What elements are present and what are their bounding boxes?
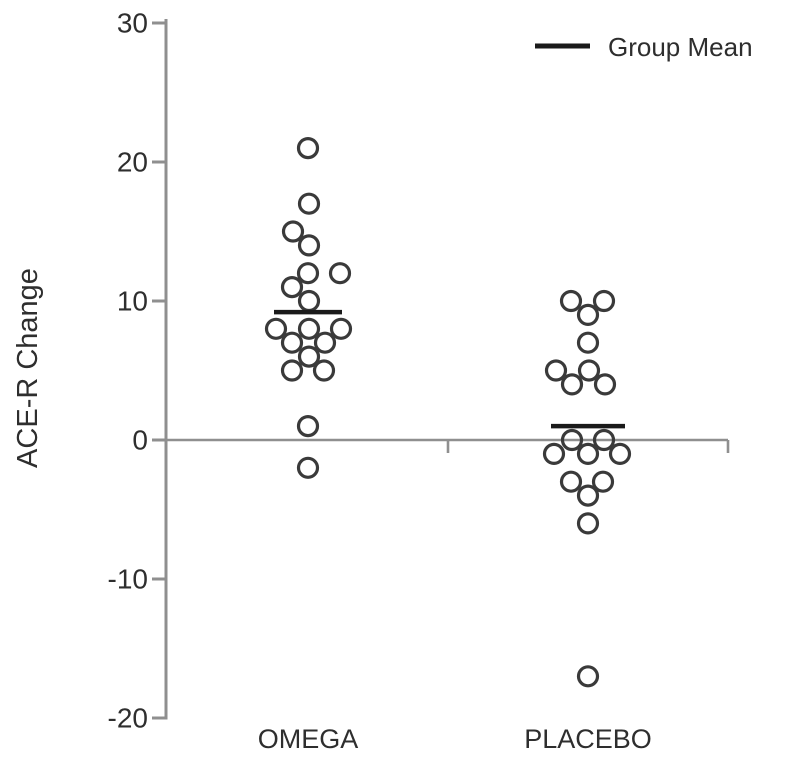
- omega-data-point: [264, 317, 288, 340]
- placebo-data-point: [576, 512, 600, 535]
- omega-data-point: [313, 331, 337, 354]
- omega-data-point: [297, 289, 321, 313]
- placebo-data-point: [559, 470, 583, 493]
- x-category-label-placebo: PLACEBO: [524, 724, 652, 754]
- y-tick-label: -10: [108, 564, 148, 595]
- axes: [152, 19, 730, 720]
- omega-data-point: [280, 331, 304, 354]
- placebo-data-point: [592, 289, 616, 313]
- placebo-data-point: [559, 289, 583, 313]
- legend-label: Group Mean: [608, 32, 753, 62]
- x-category-label-omega: OMEGA: [258, 724, 359, 754]
- omega-data-point: [296, 262, 320, 285]
- placebo-data-point: [576, 303, 600, 326]
- y-tick-label: -20: [108, 703, 148, 734]
- placebo-data-point: [576, 484, 600, 507]
- x-category-labels: OMEGA PLACEBO: [258, 724, 652, 754]
- placebo-data-point: [576, 331, 600, 354]
- placebo-data-point: [560, 428, 584, 452]
- omega-data-point: [280, 359, 304, 382]
- placebo-data-point: [577, 359, 601, 382]
- omega-data-point: [281, 220, 305, 243]
- y-tick-label: 10: [117, 286, 148, 317]
- omega-data-point: [297, 192, 321, 215]
- y-tick-labels: 30 20 10 0 -10 -20: [108, 8, 148, 734]
- omega-data-point: [329, 317, 353, 340]
- data-points: [264, 137, 632, 688]
- omega-data-point: [328, 262, 352, 285]
- legend: Group Mean: [535, 32, 753, 62]
- omega-data-point: [296, 456, 320, 479]
- omega-data-point: [312, 359, 336, 382]
- placebo-data-point: [608, 442, 632, 465]
- placebo-data-point: [542, 442, 566, 465]
- omega-data-point: [280, 276, 304, 299]
- y-axis-title: ACE-R Change: [12, 268, 44, 468]
- y-tick-label: 0: [132, 425, 148, 456]
- placebo-data-point: [593, 373, 617, 396]
- placebo-data-point: [576, 665, 600, 688]
- placebo-data-point: [560, 373, 584, 396]
- y-tick-label: 20: [117, 147, 148, 178]
- placebo-data-point: [592, 428, 616, 452]
- omega-data-point: [297, 317, 321, 340]
- omega-data-point: [296, 137, 320, 160]
- y-tick-label: 30: [117, 8, 148, 39]
- placebo-data-point: [591, 470, 615, 493]
- group-mean-lines: [274, 309, 625, 429]
- placebo-data-point: [576, 442, 600, 465]
- omega-data-point: [296, 415, 320, 438]
- omega-data-point: [297, 345, 321, 368]
- omega-data-point: [297, 234, 321, 257]
- placebo-data-point: [544, 359, 568, 382]
